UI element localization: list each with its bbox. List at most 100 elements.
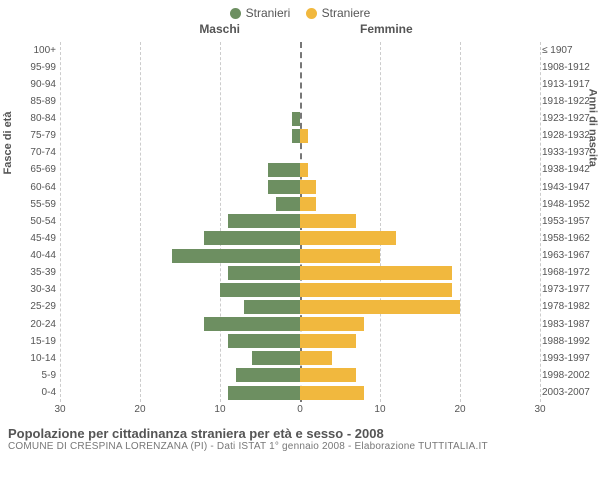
bar-female [300,197,316,211]
age-row: 100+≤ 1907 [60,42,540,59]
bar-female [300,163,308,177]
bar-male [292,112,300,126]
age-label: 20-24 [4,316,56,333]
bar-male [220,283,300,297]
birth-year-label: 1998-2002 [542,367,596,384]
x-tick: 0 [297,404,303,415]
chart-title: Popolazione per cittadinanza straniera p… [8,426,592,441]
legend: Stranieri Straniere [0,0,600,22]
birth-year-label: 1928-1932 [542,127,596,144]
header-female: Femmine [360,22,413,36]
age-row: 35-391968-1972 [60,264,540,281]
birth-year-label: 1973-1977 [542,281,596,298]
chart-subtitle: COMUNE DI CRESPINA LORENZANA (PI) - Dati… [8,441,592,452]
age-row: 80-841923-1927 [60,110,540,127]
chart-area: 100+≤ 190795-991908-191290-941913-191785… [60,42,540,420]
legend-label-male: Stranieri [246,6,291,20]
age-row: 10-141993-1997 [60,350,540,367]
age-row: 20-241983-1987 [60,316,540,333]
age-label: 60-64 [4,179,56,196]
age-label: 35-39 [4,264,56,281]
age-label: 25-29 [4,298,56,315]
bar-male [252,351,300,365]
age-label: 15-19 [4,333,56,350]
bar-male [276,197,300,211]
legend-swatch-female [306,8,317,19]
bar-male [268,180,300,194]
bar-female [300,368,356,382]
age-row: 50-541953-1957 [60,213,540,230]
gridline [540,42,541,402]
birth-year-label: 1923-1927 [542,110,596,127]
bar-male [172,249,300,263]
bar-male [228,386,300,400]
birth-year-label: 1953-1957 [542,213,596,230]
x-tick: 20 [134,404,145,415]
bar-male [228,214,300,228]
age-row: 30-341973-1977 [60,281,540,298]
bar-female [300,386,364,400]
x-tick: 30 [54,404,65,415]
bar-female [300,180,316,194]
age-label: 100+ [4,42,56,59]
bar-male [236,368,300,382]
age-label: 80-84 [4,110,56,127]
age-row: 75-791928-1932 [60,127,540,144]
bar-female [300,266,452,280]
age-label: 0-4 [4,384,56,401]
birth-year-label: 1943-1947 [542,179,596,196]
age-label: 5-9 [4,367,56,384]
rows: 100+≤ 190795-991908-191290-941913-191785… [60,42,540,402]
birth-year-label: 1938-1942 [542,161,596,178]
bar-female [300,129,308,143]
bar-female [300,334,356,348]
header-male: Maschi [199,22,240,36]
age-label: 40-44 [4,247,56,264]
birth-year-label: 1958-1962 [542,230,596,247]
birth-year-label: 1918-1922 [542,93,596,110]
birth-year-label: 1983-1987 [542,316,596,333]
age-label: 10-14 [4,350,56,367]
age-label: 85-89 [4,93,56,110]
bar-male [228,266,300,280]
age-row: 60-641943-1947 [60,179,540,196]
age-row: 15-191988-1992 [60,333,540,350]
gender-headers: Maschi Femmine [0,22,600,42]
age-row: 85-891918-1922 [60,93,540,110]
bar-male [204,231,300,245]
age-row: 45-491958-1962 [60,230,540,247]
age-label: 65-69 [4,161,56,178]
bar-female [300,283,452,297]
age-label: 30-34 [4,281,56,298]
bar-male [228,334,300,348]
age-label: 75-79 [4,127,56,144]
birth-year-label: 1968-1972 [542,264,596,281]
age-row: 55-591948-1952 [60,196,540,213]
age-label: 50-54 [4,213,56,230]
birth-year-label: 1948-1952 [542,196,596,213]
age-label: 95-99 [4,59,56,76]
age-label: 70-74 [4,144,56,161]
legend-item-male: Stranieri [230,6,291,20]
x-axis: 3020100102030 [60,402,540,420]
age-row: 25-291978-1982 [60,298,540,315]
birth-year-label: 1978-1982 [542,298,596,315]
age-label: 45-49 [4,230,56,247]
footer: Popolazione per cittadinanza straniera p… [0,420,600,452]
x-tick: 30 [534,404,545,415]
age-row: 40-441963-1967 [60,247,540,264]
age-label: 55-59 [4,196,56,213]
bar-female [300,249,380,263]
birth-year-label: 1988-1992 [542,333,596,350]
age-row: 90-941913-1917 [60,76,540,93]
bar-male [204,317,300,331]
x-tick: 20 [454,404,465,415]
x-tick: 10 [374,404,385,415]
bar-male [292,129,300,143]
bar-female [300,317,364,331]
x-tick: 10 [214,404,225,415]
birth-year-label: 1933-1937 [542,144,596,161]
age-row: 70-741933-1937 [60,144,540,161]
bar-male [268,163,300,177]
bar-male [244,300,300,314]
